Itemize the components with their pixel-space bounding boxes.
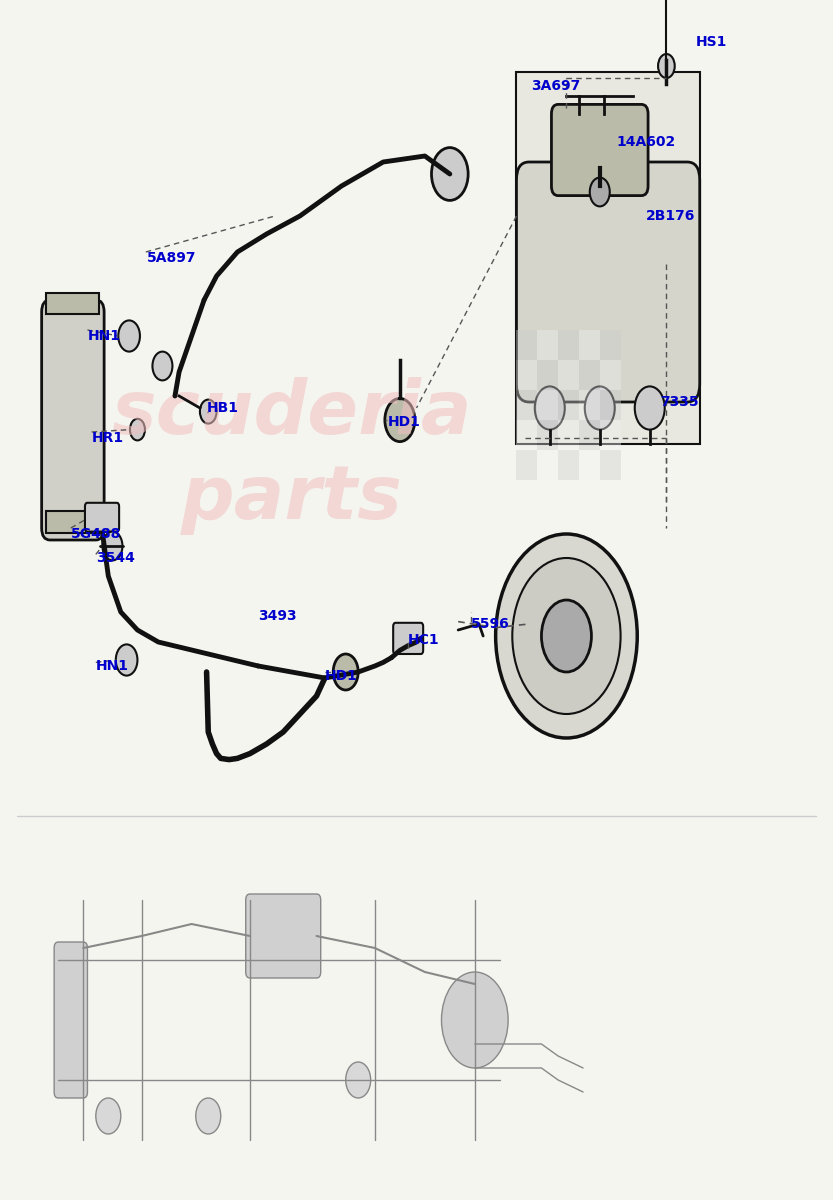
Circle shape: [346, 1062, 371, 1098]
Bar: [579, 420, 600, 450]
Text: 5A897: 5A897: [147, 251, 196, 265]
Text: 5596: 5596: [471, 617, 510, 631]
Text: HC1: HC1: [408, 632, 440, 647]
Text: 5G488: 5G488: [71, 527, 121, 541]
Text: scuderia
parts: scuderia parts: [112, 377, 471, 535]
Text: 3A697: 3A697: [531, 79, 581, 94]
Circle shape: [200, 400, 217, 424]
FancyBboxPatch shape: [85, 503, 119, 532]
Text: 3544: 3544: [96, 551, 135, 565]
Circle shape: [130, 419, 145, 440]
FancyBboxPatch shape: [246, 894, 321, 978]
Bar: [600, 360, 621, 390]
Circle shape: [541, 600, 591, 672]
Circle shape: [196, 1098, 221, 1134]
Circle shape: [590, 178, 610, 206]
Text: HS1: HS1: [696, 35, 727, 49]
FancyBboxPatch shape: [516, 72, 700, 444]
Circle shape: [431, 148, 468, 200]
Circle shape: [658, 54, 675, 78]
Bar: [579, 360, 600, 390]
Bar: [516, 420, 537, 450]
Text: HD1: HD1: [325, 668, 357, 683]
Bar: [537, 330, 558, 360]
Circle shape: [116, 644, 137, 676]
Bar: [558, 450, 579, 480]
FancyBboxPatch shape: [42, 300, 104, 540]
Bar: [537, 420, 558, 450]
Bar: [516, 360, 537, 390]
Text: HN1: HN1: [96, 659, 129, 673]
FancyBboxPatch shape: [516, 162, 700, 402]
Bar: [516, 390, 537, 420]
Circle shape: [585, 386, 615, 430]
Circle shape: [385, 398, 415, 442]
Bar: [600, 330, 621, 360]
FancyBboxPatch shape: [551, 104, 648, 196]
Bar: [579, 390, 600, 420]
Bar: [558, 330, 579, 360]
Circle shape: [635, 386, 665, 430]
Bar: [558, 420, 579, 450]
Text: HB1: HB1: [207, 401, 238, 415]
Circle shape: [333, 654, 358, 690]
FancyBboxPatch shape: [393, 623, 423, 654]
Circle shape: [96, 1098, 121, 1134]
FancyBboxPatch shape: [46, 293, 99, 314]
Bar: [579, 330, 600, 360]
Text: 14A602: 14A602: [616, 134, 676, 149]
FancyBboxPatch shape: [54, 942, 87, 1098]
Bar: [579, 450, 600, 480]
Bar: [600, 390, 621, 420]
Bar: [558, 360, 579, 390]
Circle shape: [441, 972, 508, 1068]
Circle shape: [496, 534, 637, 738]
Circle shape: [118, 320, 140, 352]
Text: HD1: HD1: [387, 415, 420, 430]
Bar: [516, 330, 537, 360]
Bar: [516, 450, 537, 480]
Bar: [600, 420, 621, 450]
Circle shape: [102, 532, 122, 560]
Circle shape: [535, 386, 565, 430]
Text: HN1: HN1: [87, 329, 121, 343]
Circle shape: [512, 558, 621, 714]
Bar: [537, 390, 558, 420]
Text: 2B176: 2B176: [646, 209, 695, 223]
Bar: [537, 360, 558, 390]
Circle shape: [152, 352, 172, 380]
Text: 3493: 3493: [258, 608, 297, 623]
Bar: [537, 450, 558, 480]
Bar: [558, 390, 579, 420]
FancyBboxPatch shape: [46, 511, 99, 533]
Text: HR1: HR1: [92, 431, 124, 445]
Bar: [600, 450, 621, 480]
Text: 7335: 7335: [661, 395, 699, 409]
